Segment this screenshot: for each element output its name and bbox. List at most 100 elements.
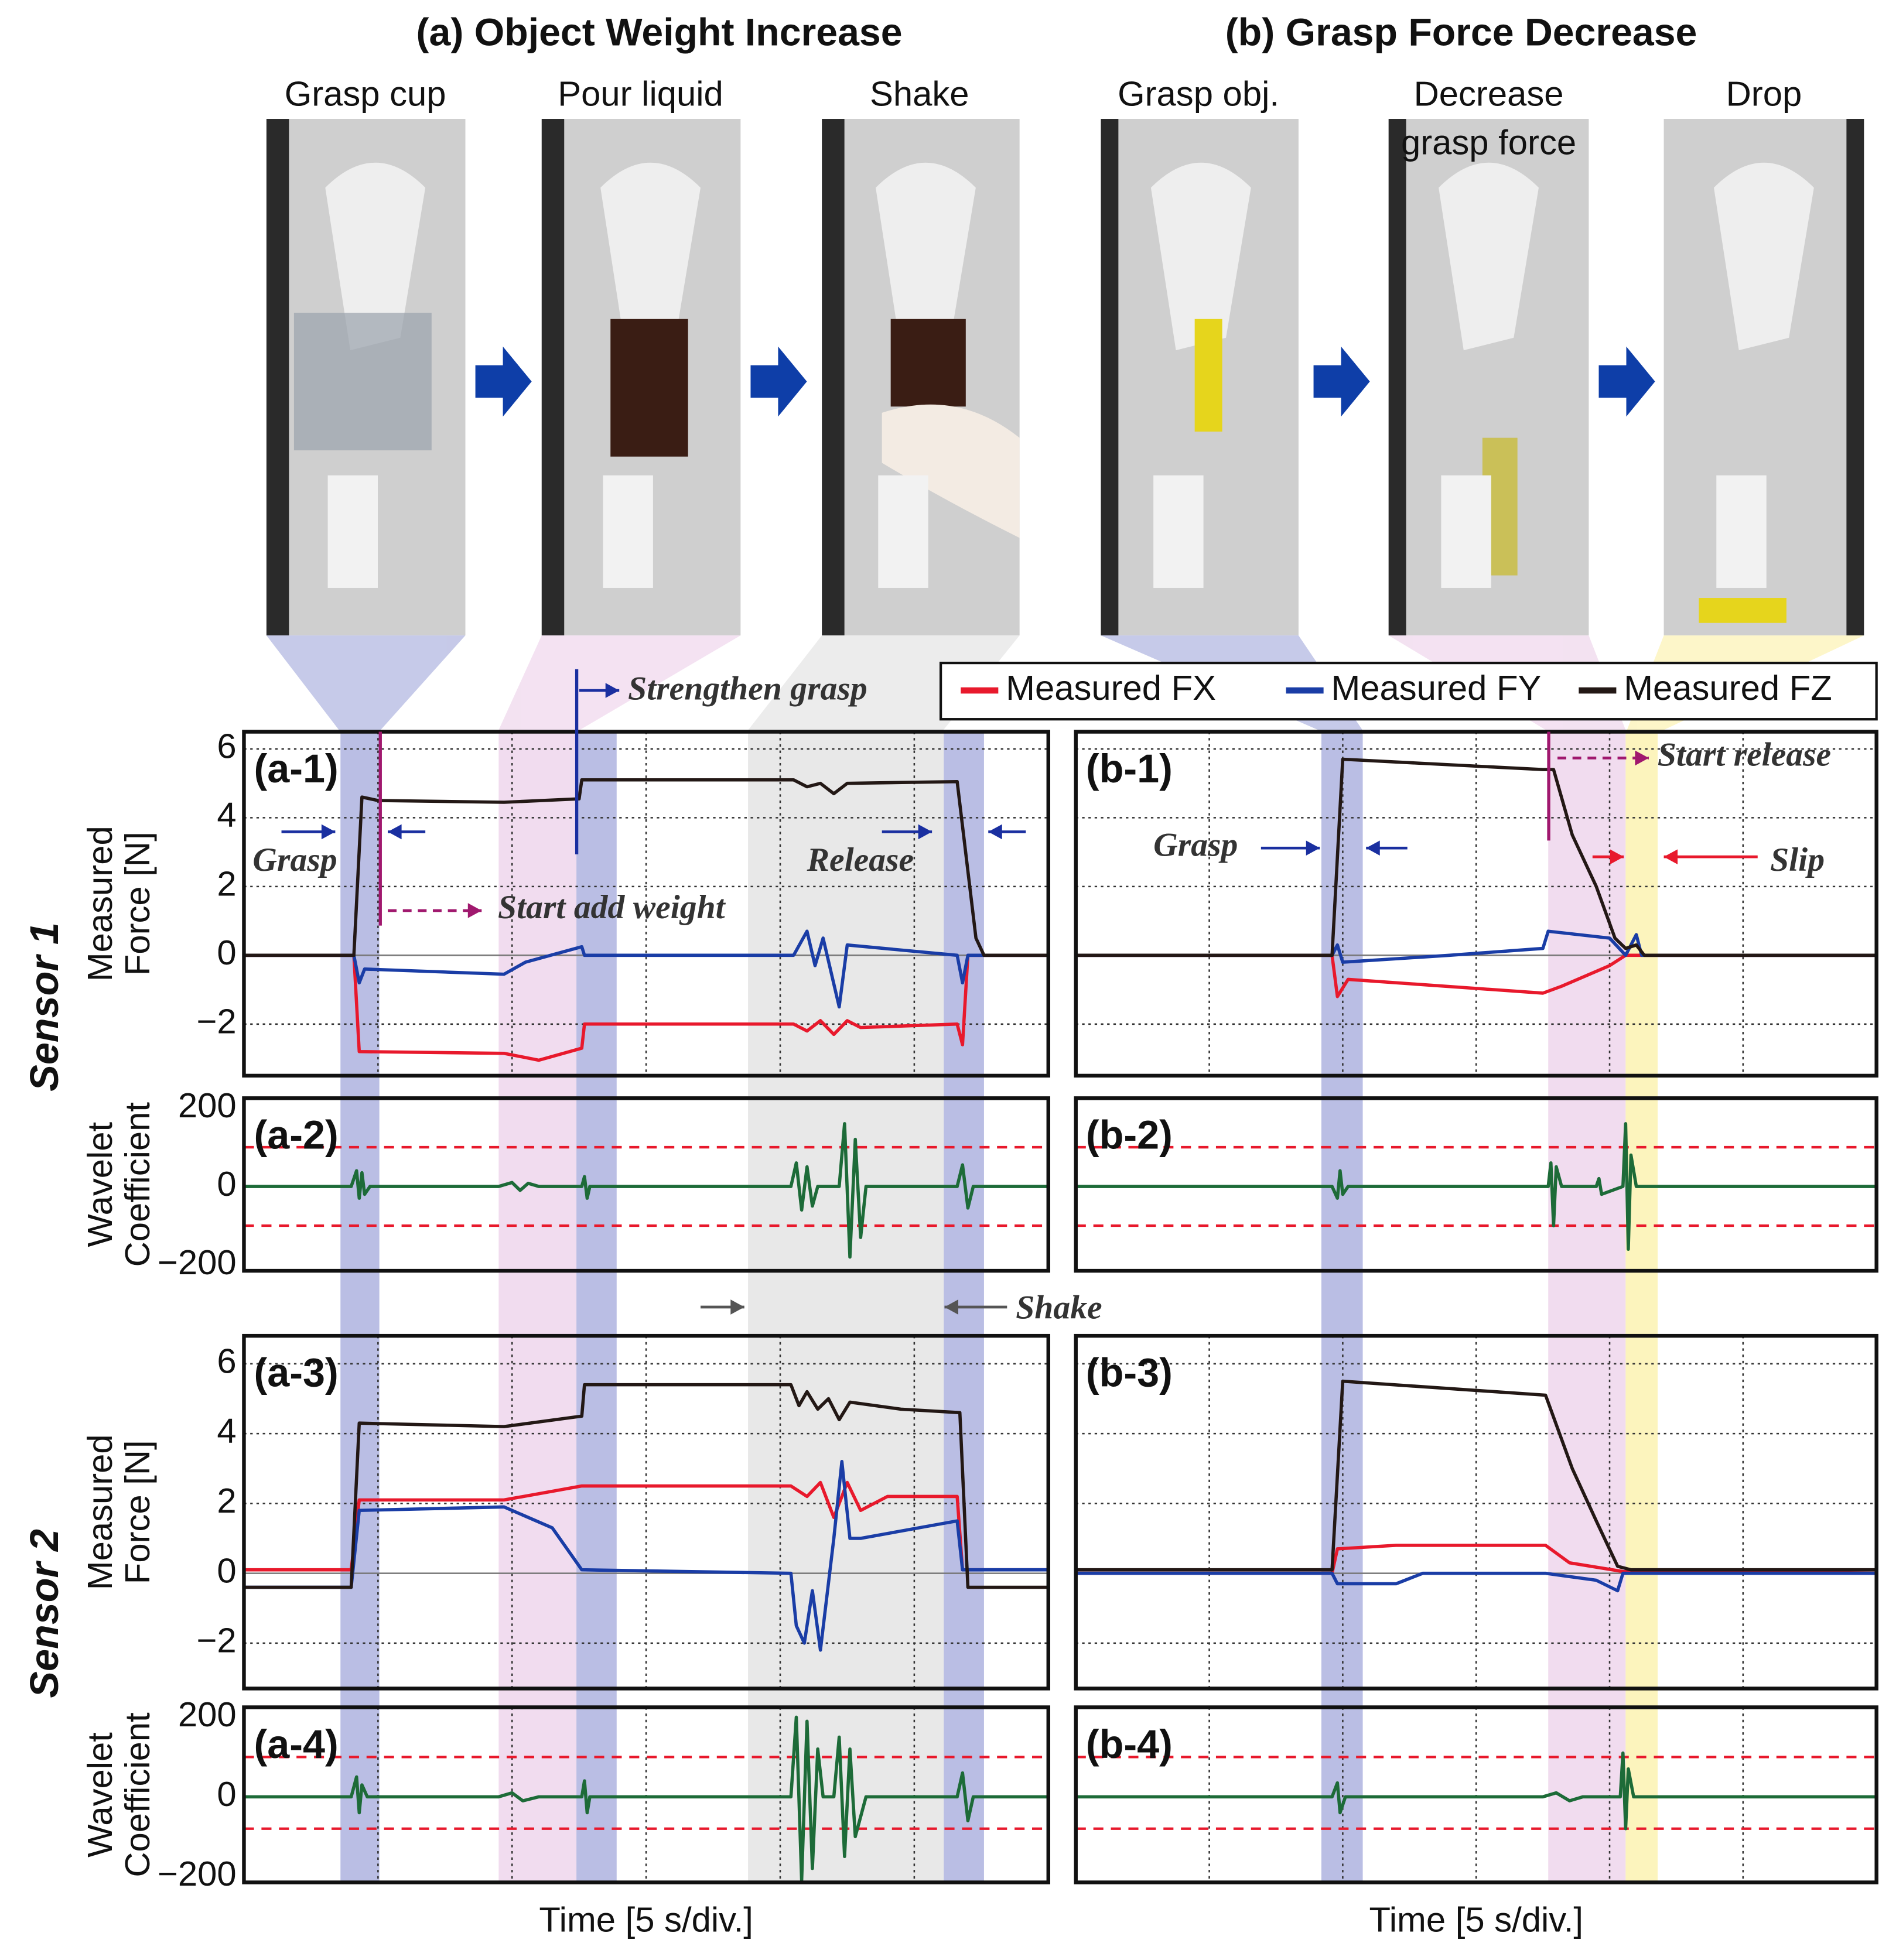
y-tick-label: 200 [178,1086,237,1125]
arrow-head [918,824,932,840]
photo [1663,119,1864,636]
plot-frame [242,730,1050,1078]
photo [1388,119,1589,636]
series-line [244,1480,1048,1572]
series-line [1075,1571,1877,1593]
panel-label: (a-3) [254,1351,339,1395]
arrow-head [605,683,620,698]
plot-frame [1074,1333,1878,1691]
y-tick-label: −200 [158,1854,237,1893]
phase-band [340,731,380,1883]
step-arrows [475,346,1655,417]
phase-band [1548,731,1626,1883]
photo [541,119,741,636]
photo-caption: Pour liquid [558,74,723,113]
legend-label: Measured FZ [1624,668,1832,707]
legend-label: Measured FX [1006,668,1216,707]
annotation: Start release [1658,737,1831,774]
legend-box [939,661,1878,721]
series-line [1075,757,1877,957]
y-tick-label: 0 [217,933,236,972]
panel-label: (a-4) [254,1722,339,1767]
section-title: (a) Object Weight Increase [416,11,903,54]
y-tick-label: 2 [217,864,236,904]
series-line [244,1383,1048,1589]
arrow-head [1610,849,1624,864]
x-axis-label: Time [5 s/div.] [539,1900,753,1940]
series-line [1075,953,1877,998]
phase-band [1321,731,1363,1883]
plot-frame [1074,1705,1878,1884]
series-line [244,929,1048,1009]
y-axis-label: Coefficient [118,1712,157,1877]
arrow-head [1635,750,1649,766]
y-tick-label: 0 [217,1164,236,1203]
y-tick-label: −2 [196,1002,236,1041]
arrow-head [1366,840,1380,856]
phase-band [576,731,617,1883]
panel-label: (b-1) [1086,747,1173,791]
y-axis-label: Coefficient [118,1102,157,1267]
y-axis-label: Wavelet [80,1732,119,1858]
annotation: Slip [1770,842,1825,878]
panel-label: (b-4) [1086,1722,1173,1767]
series-line [244,778,1048,957]
y-axis-label: Force [N] [118,832,157,976]
y-tick-label: 6 [217,727,236,766]
photo-caption: Grasp cup [285,74,446,113]
y-axis-label: Force [N] [118,1440,157,1584]
legend-label: Measured FY [1331,668,1541,707]
phase-band [748,731,944,1883]
series-line [244,1122,1048,1259]
annotation: Start add weight [498,889,726,926]
y-axis-label: Measured [80,826,119,981]
photos [266,119,1864,732]
annotation: Grasp [1153,826,1238,863]
y-tick-label: 2 [217,1481,236,1520]
plot-frame [242,1333,1050,1691]
annotation: Release [807,842,914,878]
y-axis-label: Measured [80,1434,119,1590]
plot-frame [1074,730,1878,1078]
panel-label: (b-2) [1086,1113,1173,1158]
series-line [1075,929,1877,964]
photo-caption: Shake [870,74,969,113]
arrow-head [467,903,482,918]
arrow-head [321,824,336,840]
panel-label: (a-2) [254,1113,339,1158]
photo-caption: Decrease [1414,74,1564,113]
y-tick-label: 0 [217,1551,236,1590]
annotation: Strengthen grasp [628,670,867,707]
plot-frame [242,1096,1050,1273]
series-line [244,1460,1048,1652]
phase-band [1625,731,1658,1883]
photo [266,119,466,636]
arrow-head [944,1299,958,1315]
panel-label: (b-3) [1086,1351,1173,1395]
arrow-head [388,824,402,840]
panel-label: (a-1) [254,747,339,791]
arrow-head [1306,840,1320,856]
arrow-head [1663,849,1678,864]
annotation: Shake [1016,1289,1102,1326]
annotation: Grasp [252,842,337,878]
y-tick-label: 4 [217,1411,236,1451]
series-line [1075,1122,1877,1251]
y-tick-label: −200 [158,1243,237,1282]
series-line [244,953,1048,1062]
section-title: (b) Grasp Force Decrease [1225,11,1697,54]
photo-caption: grasp force [1401,123,1576,162]
y-tick-label: 6 [217,1342,236,1381]
series-line [1075,1379,1877,1572]
plot-frame [1074,1096,1878,1273]
row-label: Sensor 1 [22,922,67,1092]
y-axis-label: Wavelet [80,1121,119,1247]
y-tick-label: 0 [217,1774,236,1814]
y-tick-label: −2 [196,1621,236,1660]
row-label: Sensor 2 [22,1529,67,1698]
series-line [1075,1751,1877,1831]
photo [1101,119,1299,636]
y-tick-label: 200 [178,1695,237,1734]
